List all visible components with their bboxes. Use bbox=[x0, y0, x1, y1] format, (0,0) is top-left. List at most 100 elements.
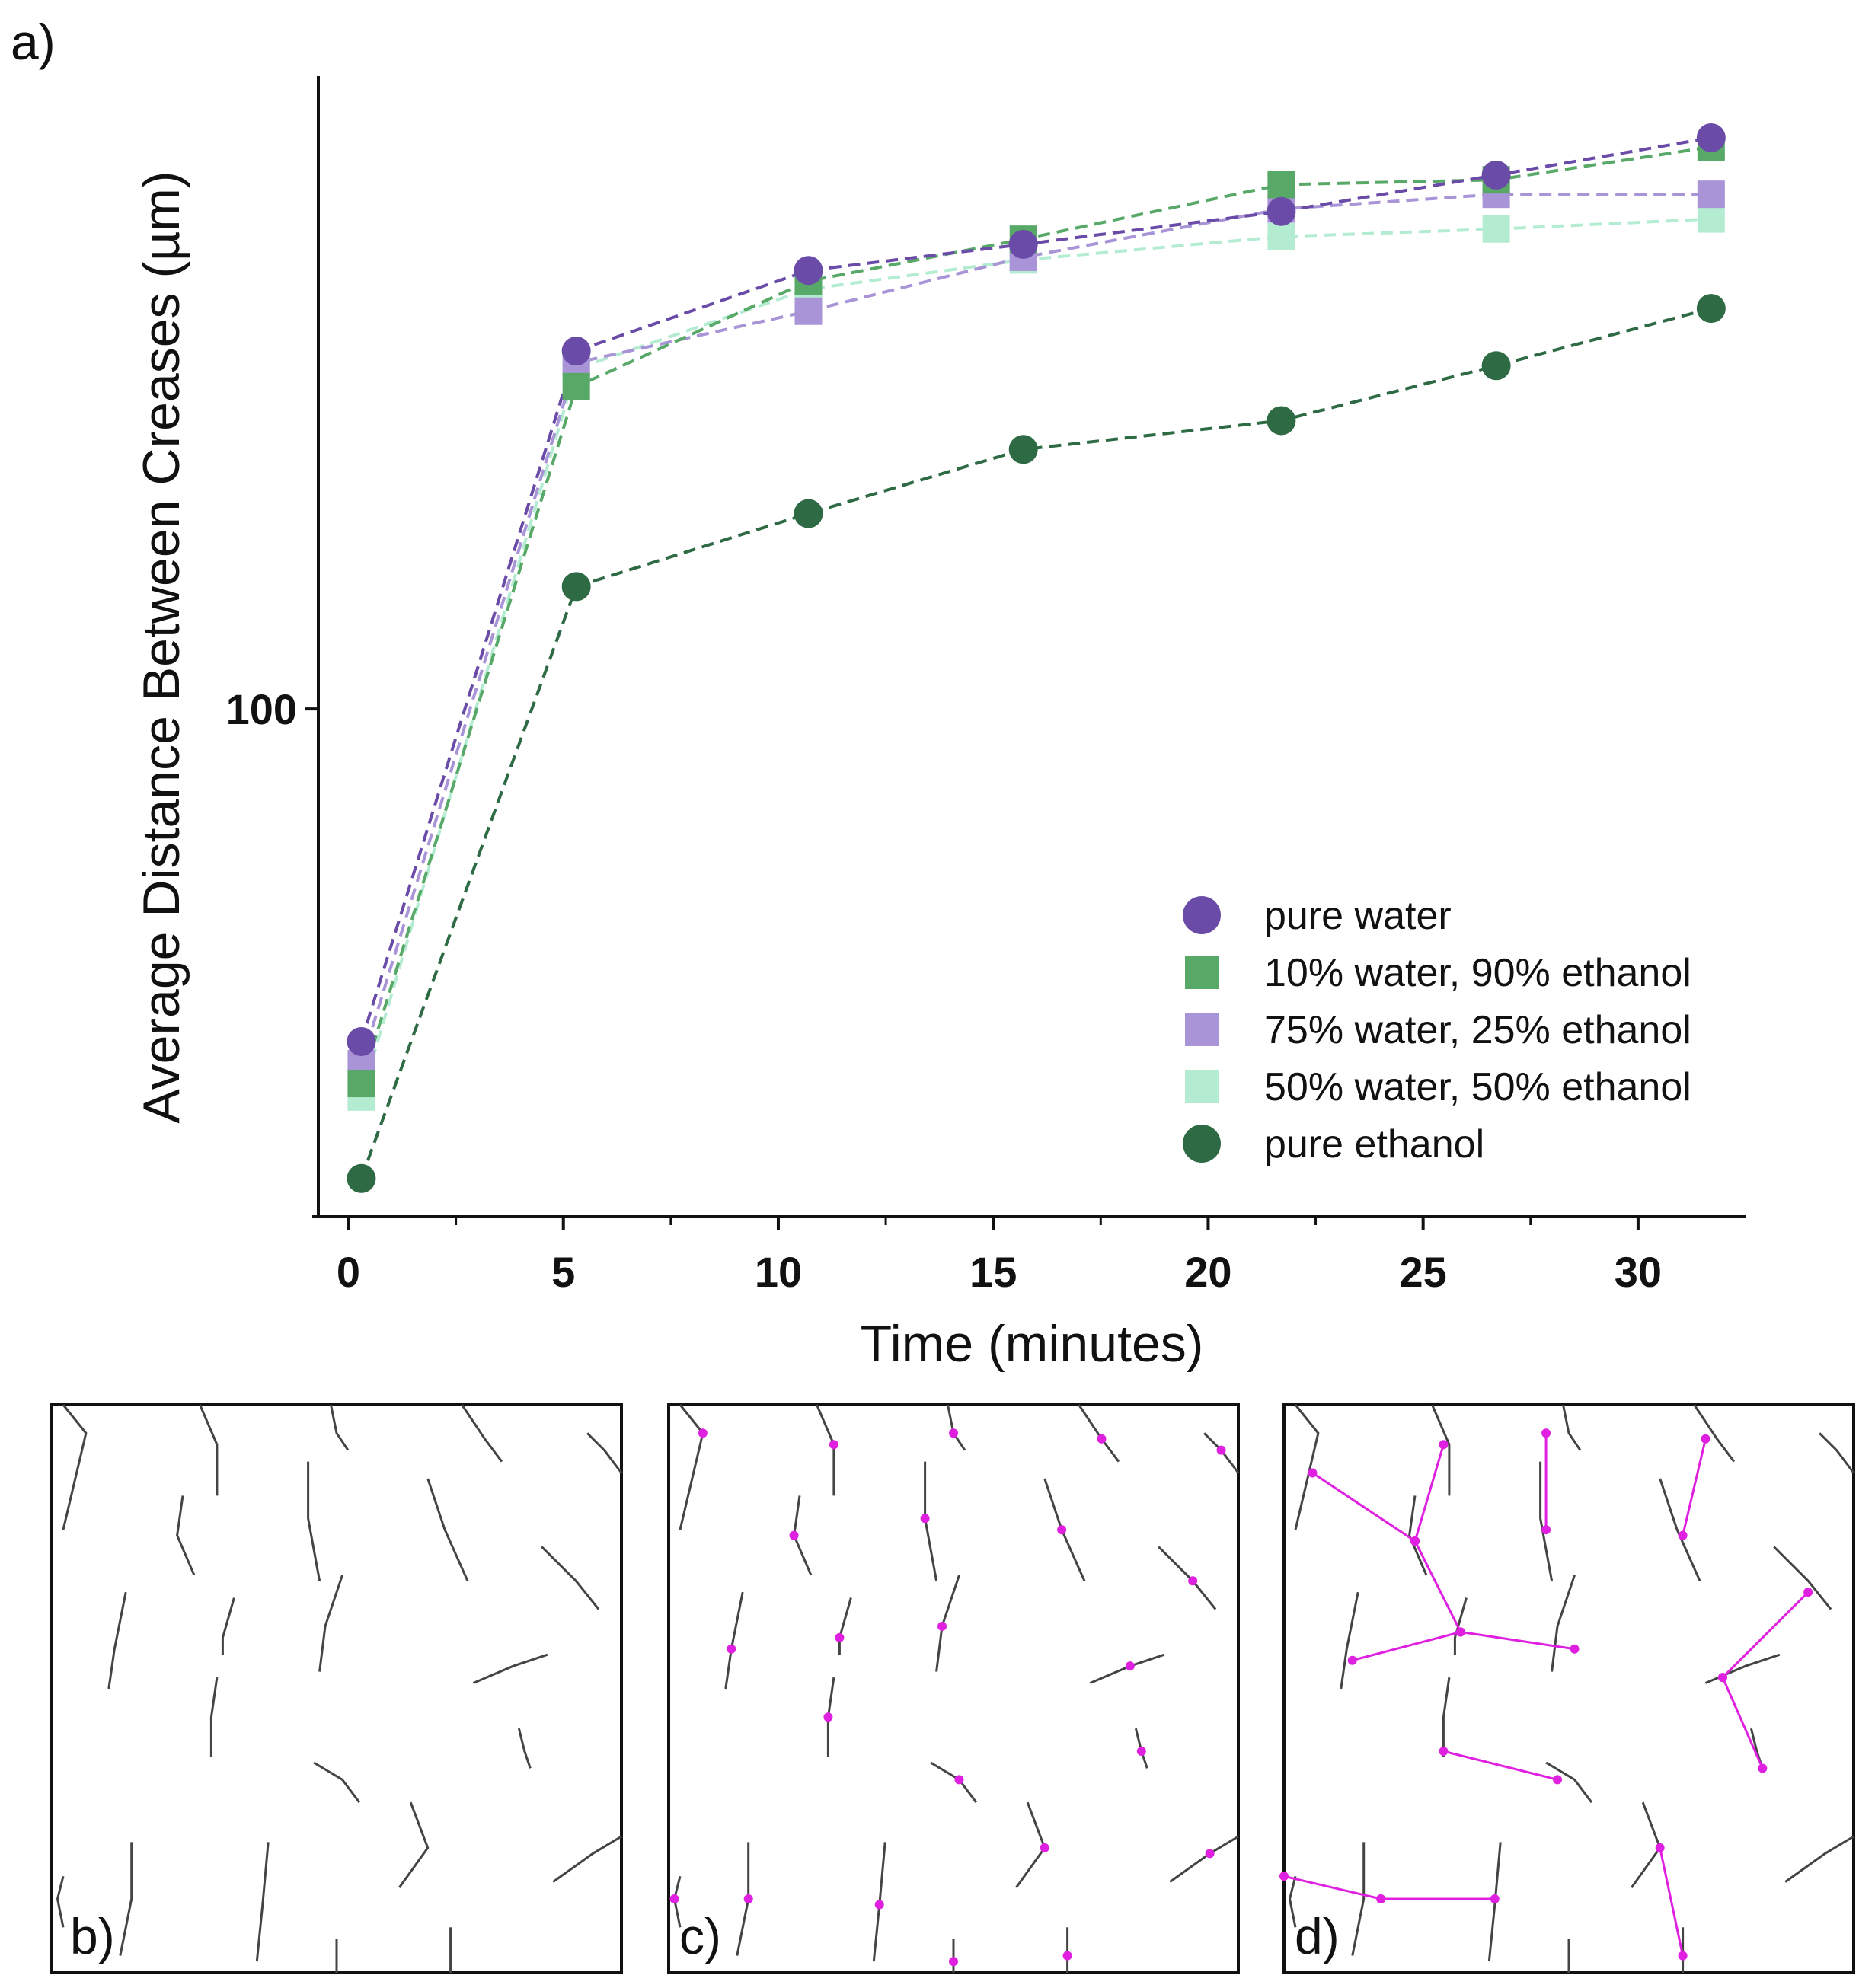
link-node-10-a bbox=[1279, 1872, 1289, 1881]
link-node-5-a bbox=[1541, 1428, 1551, 1438]
neighbor-link-6 bbox=[1682, 1438, 1707, 1536]
point-s4-4 bbox=[1267, 406, 1296, 436]
link-node-12-a bbox=[1655, 1843, 1665, 1852]
link-node-0-a bbox=[1308, 1468, 1318, 1478]
midpoint-dot-18 bbox=[874, 1900, 884, 1910]
legend-label-3: 50% water, 50% ethanol bbox=[1264, 1065, 1691, 1109]
x-axis-label: Time (minutes) bbox=[861, 1315, 1204, 1373]
x-tick-label-15: 15 bbox=[969, 1248, 1017, 1296]
point-s3-6 bbox=[1697, 205, 1725, 233]
link-node-4-b bbox=[1570, 1644, 1580, 1654]
crease-3 bbox=[461, 1404, 503, 1463]
crease-13 bbox=[209, 1677, 219, 1757]
neighbor-link-1 bbox=[1413, 1444, 1445, 1542]
crease-0 bbox=[1294, 1404, 1320, 1530]
point-s2-2 bbox=[794, 297, 823, 325]
crease-18 bbox=[255, 1842, 270, 1962]
neighbor-link-8 bbox=[1721, 1677, 1764, 1769]
chart-legend: pure water 10% water, 90% ethanol 75% wate… bbox=[1183, 894, 1691, 1166]
point-s3-5 bbox=[1482, 215, 1510, 243]
x-tick-label-25: 25 bbox=[1400, 1248, 1447, 1296]
link-node-6-b bbox=[1678, 1530, 1688, 1540]
crease-11 bbox=[318, 1575, 343, 1672]
panel-label-c: c) bbox=[679, 1908, 721, 1964]
midpoint-dot-19 bbox=[1040, 1843, 1049, 1852]
crease-17 bbox=[1351, 1842, 1366, 1956]
crease-13 bbox=[1442, 1677, 1451, 1757]
crease-12 bbox=[472, 1653, 548, 1684]
midpoint-dot-4 bbox=[1216, 1445, 1226, 1455]
neighbor-link-7 bbox=[1721, 1591, 1810, 1679]
link-node-3-a bbox=[1347, 1655, 1357, 1665]
crease-20 bbox=[552, 1835, 622, 1883]
link-node-6-a bbox=[1701, 1434, 1710, 1444]
crease-7 bbox=[1659, 1478, 1701, 1581]
legend-label-4: pure ethanol bbox=[1264, 1122, 1484, 1166]
x-ticks: 0 5 10 15 20 25 30 bbox=[337, 1217, 1662, 1296]
panel-b-creases bbox=[56, 1404, 623, 1973]
point-s2-6 bbox=[1697, 180, 1725, 209]
y-ticks: 100 bbox=[226, 685, 318, 733]
link-node-4-a bbox=[1455, 1627, 1465, 1637]
midpoint-dot-15 bbox=[1136, 1747, 1146, 1757]
midpoint-dot-8 bbox=[1188, 1576, 1198, 1586]
panel-label-b: b) bbox=[70, 1908, 115, 1964]
crease-10 bbox=[221, 1597, 235, 1655]
midpoint-dot-3 bbox=[1097, 1434, 1107, 1444]
x-tick-label-10: 10 bbox=[755, 1248, 802, 1296]
point-s1-0 bbox=[347, 1070, 375, 1098]
point-s0-1 bbox=[561, 337, 591, 366]
x-tick-label-5: 5 bbox=[551, 1248, 575, 1296]
midpoint-dot-5 bbox=[789, 1530, 799, 1540]
point-s4-0 bbox=[347, 1163, 376, 1193]
crease-1 bbox=[1431, 1404, 1451, 1496]
midpoint-dot-13 bbox=[823, 1712, 833, 1722]
legend-marker-0 bbox=[1183, 896, 1221, 934]
neighbor-link-3 bbox=[1352, 1630, 1461, 1662]
crease-10 bbox=[1453, 1597, 1468, 1655]
point-s0-4 bbox=[1267, 196, 1296, 226]
point-s4-3 bbox=[1008, 435, 1038, 464]
legend-marker-1 bbox=[1185, 956, 1219, 989]
crease-0 bbox=[62, 1404, 88, 1530]
link-node-2-a bbox=[1410, 1536, 1420, 1546]
point-s4-2 bbox=[794, 499, 823, 528]
neighbor-link-10 bbox=[1283, 1875, 1381, 1900]
panel-c-midpoints bbox=[669, 1428, 1226, 1967]
panel-label-d: d) bbox=[1295, 1908, 1340, 1964]
point-s4-5 bbox=[1481, 351, 1511, 381]
crease-15 bbox=[517, 1728, 532, 1769]
midpoint-dot-2 bbox=[949, 1428, 958, 1438]
midpoint-dot-9 bbox=[727, 1644, 736, 1654]
crease-2 bbox=[330, 1404, 350, 1451]
neighbor-link-2 bbox=[1413, 1540, 1462, 1633]
crease-distance-chart: 0 5 10 15 20 25 30 100 Time (minutes) Average … bbox=[133, 76, 1746, 1373]
panel-label-a: a) bbox=[11, 14, 56, 70]
panel-d-creases bbox=[1288, 1404, 1855, 1973]
crease-7 bbox=[426, 1478, 469, 1581]
series-line-1 bbox=[359, 145, 1712, 1084]
legend-label-0: pure water bbox=[1264, 894, 1452, 938]
midpoint-dot-10 bbox=[835, 1632, 845, 1642]
link-node-12-b bbox=[1678, 1951, 1688, 1961]
legend-label-2: 75% water, 25% ethanol bbox=[1264, 1008, 1691, 1052]
crease-4 bbox=[1819, 1432, 1855, 1474]
midpoint-dot-7 bbox=[1057, 1525, 1067, 1535]
midpoint-dot-21 bbox=[1062, 1951, 1072, 1961]
point-s0-5 bbox=[1481, 160, 1511, 190]
panel-b: b) bbox=[50, 1403, 623, 1974]
panel-c-frame bbox=[667, 1403, 1240, 1974]
point-s4-6 bbox=[1696, 294, 1726, 324]
midpoint-dot-16 bbox=[669, 1894, 679, 1904]
crease-3 bbox=[1693, 1404, 1736, 1463]
legend-marker-2 bbox=[1185, 1013, 1219, 1046]
crease-17 bbox=[119, 1842, 133, 1956]
midpoint-dot-14 bbox=[954, 1775, 964, 1785]
panel-c: c) bbox=[667, 1403, 1240, 1974]
neighbor-link-0 bbox=[1311, 1472, 1416, 1543]
chart-axes bbox=[312, 76, 1746, 1218]
panel-d-neighbor-links bbox=[1279, 1428, 1813, 1961]
point-s3-4 bbox=[1267, 222, 1295, 250]
crease-14 bbox=[313, 1761, 361, 1804]
neighbor-link-9 bbox=[1443, 1750, 1558, 1781]
